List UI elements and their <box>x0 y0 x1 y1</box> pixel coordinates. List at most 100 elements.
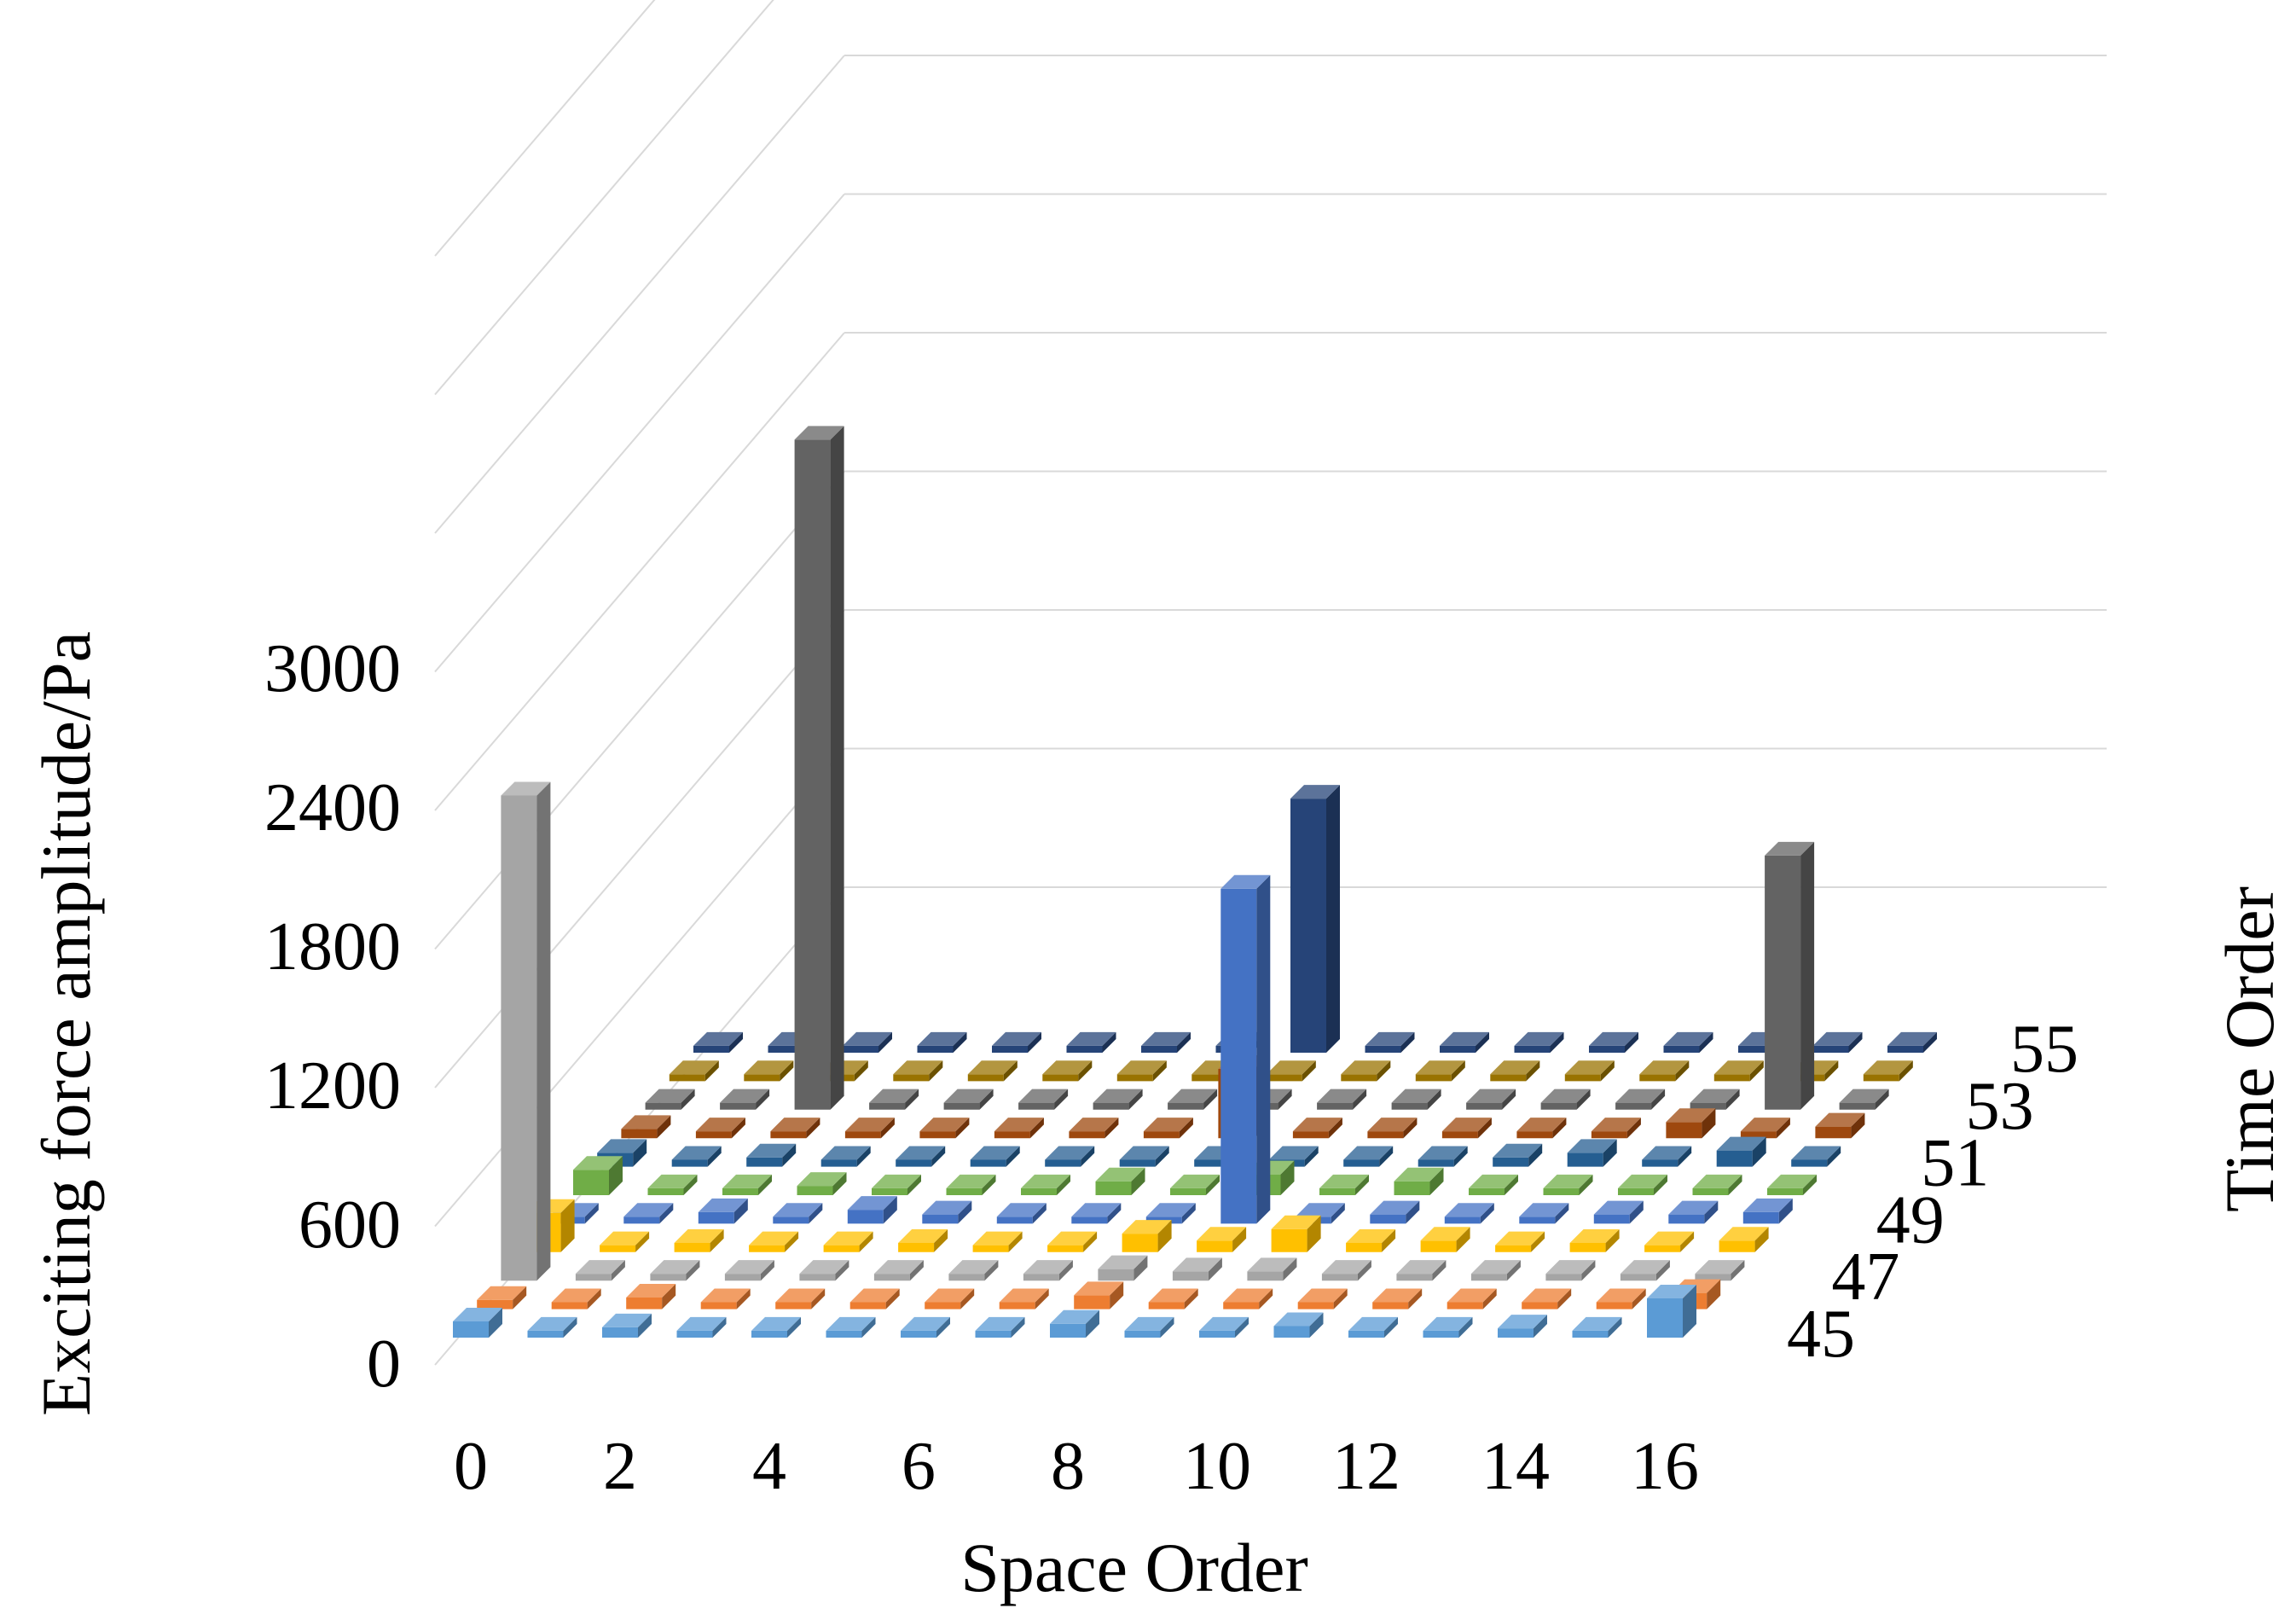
bar <box>1394 1167 1444 1195</box>
bar <box>1695 1260 1745 1281</box>
bar <box>1273 1312 1324 1338</box>
x-tick-label: 0 <box>454 1429 488 1504</box>
bar <box>1839 1089 1889 1110</box>
bar <box>967 1060 1018 1082</box>
bar <box>1047 1231 1098 1252</box>
bar <box>1519 1203 1569 1224</box>
bar <box>996 1203 1047 1224</box>
z-axis-title: Exciting force amplitude/Pa <box>27 631 105 1416</box>
bar <box>972 1231 1023 1252</box>
bar <box>1396 1260 1447 1281</box>
bar <box>527 1316 577 1338</box>
bar <box>1268 1146 1319 1167</box>
bar <box>1589 1031 1638 1053</box>
z-tick-label: 0 <box>367 1327 401 1402</box>
bar <box>1495 1231 1545 1252</box>
bar <box>898 1228 948 1252</box>
bar <box>1522 1288 1572 1309</box>
bar <box>1569 1228 1620 1252</box>
bar <box>1642 1146 1692 1167</box>
bar <box>1716 1136 1766 1167</box>
bar <box>501 781 551 1281</box>
bar <box>1266 1060 1316 1082</box>
bar <box>946 1174 996 1195</box>
x-axis-title: Space Order <box>960 1529 1308 1606</box>
bar <box>623 1203 674 1224</box>
y-tick-label: 53 <box>1966 1069 2034 1144</box>
side-gridline <box>434 55 845 534</box>
bar <box>1470 1260 1521 1281</box>
bar <box>1365 1031 1415 1053</box>
bar <box>1346 1228 1396 1252</box>
bar <box>751 1316 801 1338</box>
bar <box>1572 1316 1622 1338</box>
bar <box>999 1288 1049 1309</box>
bar <box>1391 1089 1441 1110</box>
bar <box>1740 1118 1790 1139</box>
bar <box>1223 1288 1273 1309</box>
bar <box>1418 1146 1468 1167</box>
bar <box>1666 1108 1716 1139</box>
bar <box>1815 1112 1865 1139</box>
bar <box>896 1146 946 1167</box>
bar <box>453 1308 502 1338</box>
bar <box>1644 1231 1695 1252</box>
bar <box>1498 1315 1547 1338</box>
x-tick-label: 14 <box>1481 1429 1550 1504</box>
bar <box>869 1089 919 1110</box>
bar <box>1469 1174 1518 1195</box>
bar <box>992 1031 1041 1053</box>
bar <box>1540 1089 1591 1110</box>
bar <box>1447 1288 1497 1309</box>
bar <box>1441 1118 1492 1139</box>
bar <box>893 1060 943 1082</box>
bar <box>671 1146 722 1167</box>
bar <box>698 1198 748 1224</box>
bar <box>1119 1146 1169 1167</box>
bar <box>1420 1227 1470 1252</box>
bar <box>746 1143 797 1167</box>
bar <box>1372 1288 1423 1309</box>
bar <box>1423 1316 1473 1338</box>
y-tick-label: 51 <box>1921 1126 1989 1201</box>
bar <box>1066 1031 1116 1053</box>
bar <box>1564 1060 1615 1082</box>
bar <box>1620 1260 1670 1281</box>
bar <box>773 1203 823 1224</box>
bar <box>943 1089 994 1110</box>
side-gridline <box>434 470 845 950</box>
bar <box>820 1146 871 1167</box>
bar <box>573 1156 623 1195</box>
bar <box>1791 1146 1841 1167</box>
bar <box>1543 1174 1593 1195</box>
bar <box>1567 1139 1617 1167</box>
bar <box>1116 1060 1167 1082</box>
bar <box>744 1060 794 1082</box>
bar <box>794 426 844 1110</box>
bar <box>1765 841 1815 1110</box>
bar <box>1220 874 1271 1224</box>
z-tick-label: 1800 <box>264 909 401 984</box>
z-tick-label: 600 <box>299 1187 401 1263</box>
bar <box>1247 1257 1297 1281</box>
bar <box>1168 1089 1218 1110</box>
bar <box>1141 1031 1191 1053</box>
bar <box>1098 1255 1148 1281</box>
bar <box>602 1313 652 1338</box>
bar <box>1719 1227 1769 1252</box>
bar <box>1290 785 1340 1053</box>
bar <box>1297 1288 1348 1309</box>
bar <box>1490 1060 1540 1082</box>
bar <box>823 1231 873 1252</box>
bar <box>1591 1118 1641 1139</box>
bar <box>650 1260 700 1281</box>
bar <box>1668 1200 1719 1224</box>
bar <box>1317 1089 1367 1110</box>
bar <box>1069 1118 1119 1139</box>
bar <box>917 1031 967 1053</box>
bar <box>872 1174 921 1195</box>
bar <box>901 1316 950 1338</box>
bar <box>1618 1174 1667 1195</box>
bar <box>849 1288 900 1309</box>
